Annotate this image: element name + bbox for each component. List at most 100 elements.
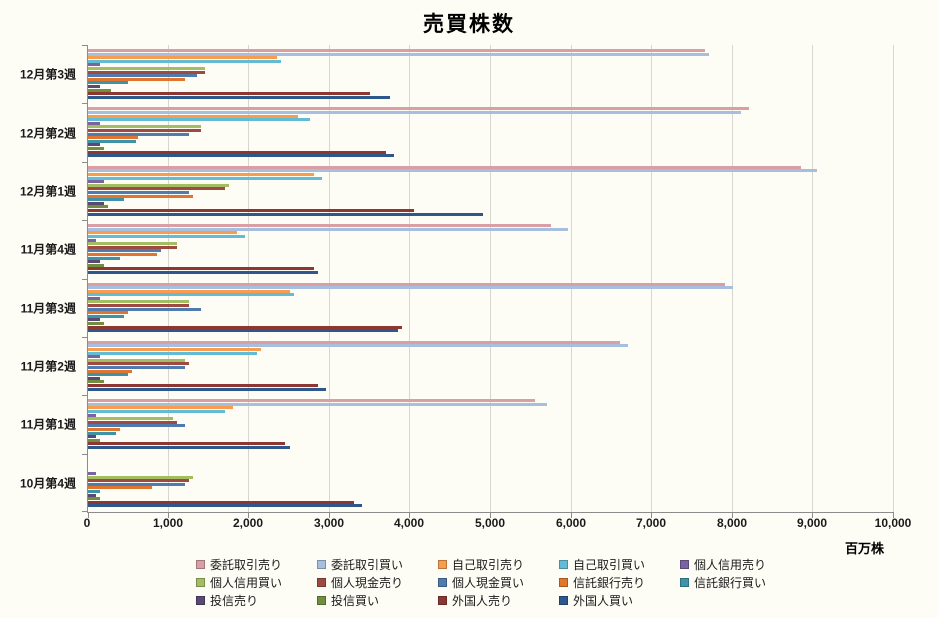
bar [88, 380, 104, 384]
bar [88, 402, 547, 406]
bar [88, 176, 322, 180]
bar [88, 428, 120, 432]
bar [88, 172, 314, 176]
axis-tick [490, 513, 491, 518]
bar [88, 442, 285, 446]
gridline [571, 45, 572, 512]
bar [88, 475, 193, 479]
bar [88, 293, 294, 297]
axis-tick [248, 513, 249, 518]
category-label: 10月第4週 [19, 476, 76, 491]
legend-label: 委託取引買い [331, 558, 404, 572]
bar [88, 118, 310, 122]
category-label: 12月第1週 [19, 184, 76, 199]
plot-area [82, 45, 894, 518]
bar [88, 110, 741, 114]
bar [88, 486, 152, 490]
legend-item: 個人現金売り [317, 576, 438, 590]
bar [88, 329, 398, 333]
bar [88, 74, 197, 78]
category-label: 11月第3週 [20, 301, 76, 316]
legend-swatch-icon [559, 560, 568, 569]
gridline [732, 45, 733, 512]
legend-label: 信託銀行買い [694, 576, 767, 590]
legend: 委託取引売り 委託取引買い 自己取引売り 自己取引買い 個人信用売り 個人信用買い 個人現金… [196, 558, 801, 608]
gridline [812, 45, 813, 512]
bar [88, 318, 100, 322]
bar [88, 198, 124, 202]
bar [88, 183, 229, 187]
bar [88, 399, 535, 403]
bar [88, 504, 362, 508]
x-tick-label: 2,000 [232, 516, 264, 530]
legend-item: 委託取引売り [196, 558, 317, 572]
x-tick-label: 4,000 [393, 516, 425, 530]
bar [88, 77, 185, 81]
legend-swatch-icon [680, 560, 689, 569]
legend-label: 個人現金買い [452, 576, 525, 590]
legend-label: 外国人買い [573, 594, 634, 608]
bar [88, 325, 402, 329]
bar [88, 52, 709, 56]
gridline [893, 45, 894, 512]
bar [88, 267, 314, 271]
legend-item: 信託銀行売り [559, 576, 680, 590]
bar [88, 150, 386, 154]
legend-swatch-icon [196, 560, 205, 569]
x-tick-label: 7,000 [635, 516, 667, 530]
x-tick-label: 0 [83, 516, 91, 530]
legend-item: 信託銀行買い [680, 576, 801, 590]
category-label: 12月第2週 [19, 126, 76, 141]
bar [88, 260, 100, 264]
legend-label: 外国人売り [452, 594, 513, 608]
bar [88, 249, 161, 253]
legend-swatch-icon [317, 560, 326, 569]
x-tick-label: 6,000 [555, 516, 587, 530]
x-tick-label: 10,000 [874, 516, 912, 530]
bar [88, 242, 177, 246]
gridline [409, 45, 410, 512]
axis-tick [82, 454, 87, 455]
legend-item: 投信売り [196, 594, 317, 608]
gridline [248, 45, 249, 512]
legend-label: 信託銀行売り [573, 576, 646, 590]
bar [88, 362, 189, 366]
legend-swatch-icon [196, 596, 205, 605]
axis-tick [812, 513, 813, 518]
bar [88, 289, 290, 293]
bar [88, 121, 100, 125]
bar [88, 376, 100, 380]
bar [88, 114, 298, 118]
bar [88, 366, 185, 370]
bar [88, 431, 116, 435]
bar [88, 304, 189, 308]
bar [88, 417, 173, 421]
bar [88, 369, 132, 373]
x-tick-label: 1,000 [152, 516, 184, 530]
legend-label: 個人信用買い [210, 576, 283, 590]
axis-tick [732, 513, 733, 518]
bar [88, 351, 257, 355]
gridline [329, 45, 330, 512]
bar [88, 59, 281, 63]
axis-tick [82, 45, 87, 46]
bar [88, 234, 245, 238]
category-label: 11月第1週 [20, 417, 76, 432]
bar [88, 194, 193, 198]
bar [88, 227, 568, 231]
axis-tick [82, 337, 87, 338]
bar [88, 358, 185, 362]
bar [88, 92, 370, 96]
bar [88, 224, 551, 228]
bar [88, 128, 201, 132]
bar [88, 435, 96, 439]
bar [88, 56, 277, 60]
bar [88, 373, 128, 377]
axis-tick [168, 513, 169, 518]
axis-tick [82, 395, 87, 396]
bar [88, 282, 725, 286]
bar [88, 307, 201, 311]
bar [88, 238, 96, 242]
legend-swatch-icon [196, 578, 205, 587]
bar [88, 500, 354, 504]
